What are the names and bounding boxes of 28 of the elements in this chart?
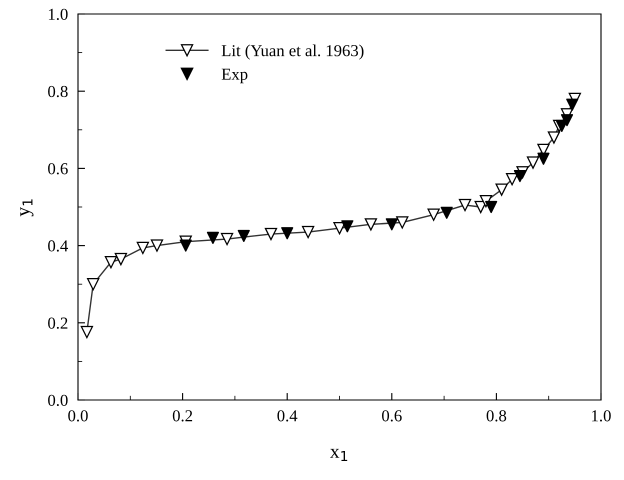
x-tick-label: 1.0 (592, 410, 611, 422)
point (386, 218, 398, 230)
point (180, 240, 192, 252)
x-tick-label: 0.8 (486, 410, 506, 422)
x-tick-label: 0.6 (382, 410, 402, 422)
y-axis-title: y$_{1}$ (20, 199, 34, 216)
point (206, 232, 220, 244)
y-tick-label: 0.8 (48, 86, 68, 98)
x-tick-label: 0.0 (68, 410, 88, 422)
point (537, 152, 550, 165)
legend-label: Lit (Yuan et al. 1963) (222, 44, 364, 60)
point (440, 206, 453, 219)
y-tick-label: 1.0 (48, 8, 68, 20)
x-tick-label: 0.2 (172, 410, 192, 422)
point (341, 220, 354, 232)
point (566, 98, 578, 111)
point (485, 200, 498, 214)
y-tick-label: 0.4 (48, 240, 68, 252)
point (560, 114, 574, 126)
y-tick-label: 0.2 (48, 318, 68, 329)
point (281, 227, 294, 240)
x-axis-title: x$_{1}$ (330, 448, 348, 461)
point (514, 170, 526, 182)
y-tick-label: 0.6 (48, 163, 68, 174)
point (238, 230, 250, 242)
y-tick-label: 0.0 (48, 394, 68, 406)
x-tick-label: 0.4 (277, 410, 298, 422)
legend-label: Exp (222, 68, 248, 84)
